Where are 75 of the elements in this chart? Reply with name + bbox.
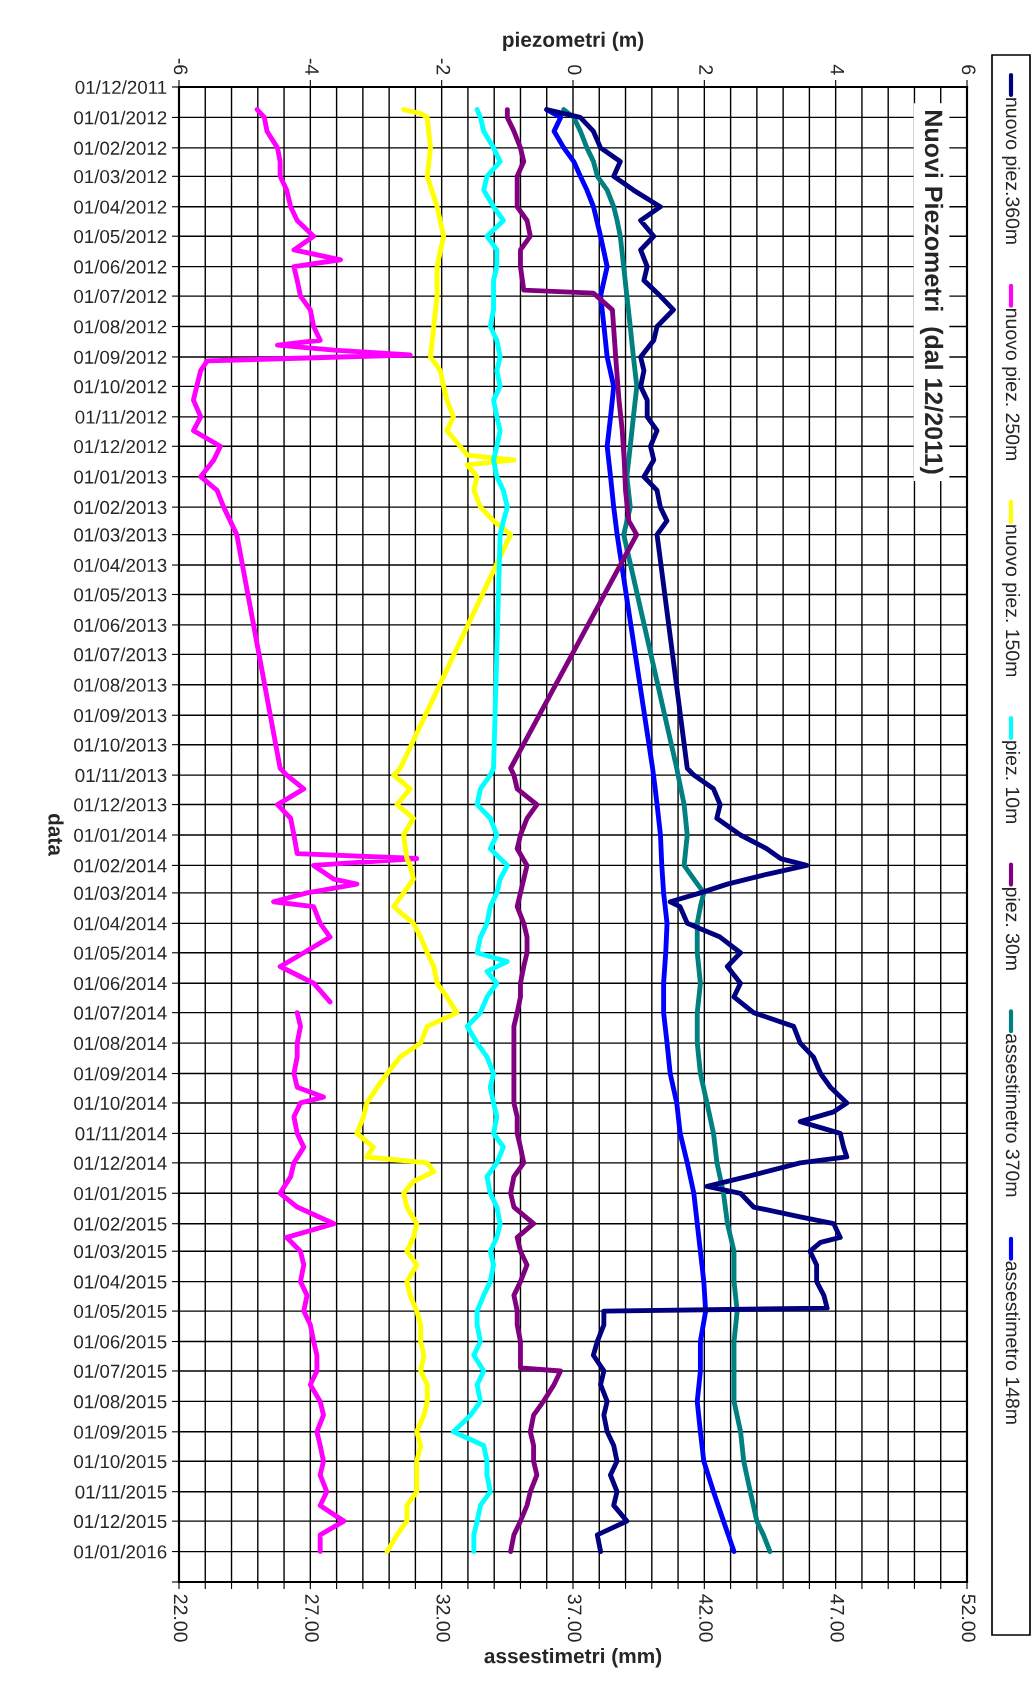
x2-tick-label: 6 [961,65,976,75]
y-tick-label: 01/07/2015 [74,1364,167,1378]
y-tick-label: 01/03/2015 [74,1244,167,1259]
y-axis-title: data [48,813,64,857]
y-tick-label: 01/10/2013 [74,737,167,752]
x-tick-label: 32.00 [436,1594,451,1642]
y-tick-label: 01/02/2015 [74,1216,167,1231]
y-tick-label: 01/05/2013 [74,587,167,602]
y-tick-label: 01/05/2015 [74,1304,167,1319]
legend-label: assestimetro 148m [1005,1261,1021,1424]
y-tick-label: 01/08/2015 [74,1394,167,1409]
y-tick-label: 01/01/2014 [74,828,167,842]
x2-tick-label: -6 [173,58,188,75]
x-axis-title: assestimetri (mm) [484,1648,662,1668]
y-tick-label: 01/02/2014 [74,858,167,873]
y-tick-label: 01/12/2011 [75,80,167,94]
y-tick-label: 01/03/2012 [74,169,167,184]
legend-label: assestimetro 370m [1005,1034,1021,1197]
x2-tick-label: 2 [699,65,713,75]
y-tick-label: 01/08/2013 [74,678,167,692]
y-tick-label: 01/04/2012 [74,199,167,214]
y-tick-label: 01/01/2012 [74,110,167,125]
y-tick-label: 01/06/2015 [74,1334,167,1349]
y-tick-label: 01/10/2012 [74,379,167,394]
y-tick-label: 01/12/2014 [74,1156,167,1170]
y-tick-label: 01/01/2015 [74,1186,167,1201]
legend-label: nuovo piez. 250m [1001,309,1021,460]
y-tick-label: 01/10/2014 [74,1096,167,1110]
y-tick-label: 01/12/2015 [74,1514,167,1529]
text: Nuovi Piezometri (dal 12/2011) [919,111,944,474]
y-tick-label: 01/02/2013 [74,500,167,515]
y-tick-label: 01/12/2013 [74,797,167,812]
y-tick-label: 01/07/2012 [74,289,167,304]
legend-label: nuovo piez. 150m [1001,525,1021,677]
y-tick-label: 01/04/2015 [74,1274,167,1289]
y-tick-label: 01/04/2014 [74,916,167,931]
legend-label: piez. 10m [1001,741,1021,824]
y-tick-label: 01/01/2013 [74,469,167,484]
y-tick-label: 01/11/2012 [75,410,167,424]
y-tick-label: 01/06/2013 [74,618,167,632]
x-tick-label: 42.00 [699,1594,713,1642]
legend-label: nuovo piez.360m [1001,98,1021,244]
y-tick-label: 01/09/2013 [74,708,167,723]
y-tick-label: 01/01/2016 [74,1544,167,1559]
y-tick-label: 01/07/2013 [74,647,167,662]
y-tick-label: 01/07/2014 [74,1005,167,1020]
y-tick-label: 01/04/2013 [74,558,167,573]
y-tick-label: 01/11/2014 [75,1126,167,1141]
y-tick-label: 01/02/2012 [74,141,167,155]
x2-tick-label: -2 [436,58,451,75]
y-tick-label: 01/05/2014 [74,945,167,960]
legend-label: piez. 30m [1001,887,1021,970]
y-tick-label: 01/08/2014 [74,1036,167,1051]
x2-tick-label: 4 [830,64,845,75]
y-tick-label: 01/06/2014 [74,976,167,991]
x2-tick-label: -4 [305,58,319,75]
x-tick-label: 22.00 [173,1594,188,1642]
y-tick-label: 01/08/2012 [74,319,167,334]
y-tick-label: 01/10/2015 [74,1454,167,1469]
y-tick-label: 01/05/2012 [74,229,167,244]
y-tick-label: 01/09/2015 [74,1425,167,1439]
x-tick-label: 52.00 [961,1594,976,1642]
x-tick-label: 37.00 [567,1594,582,1642]
y-tick-label: 01/03/2014 [74,886,167,900]
y-tick-label: 01/09/2014 [74,1066,167,1081]
x-tick-label: 27.00 [305,1594,319,1642]
x2-tick-label: 0 [567,65,582,75]
y-tick-label: 01/11/2015 [75,1484,167,1499]
y-tick-label: 01/12/2012 [74,439,167,454]
y-tick-label: 01/03/2013 [74,527,167,542]
x-tick-label: 47.00 [830,1594,845,1642]
x2-axis-title: piezometri (m) [503,31,644,52]
y-tick-label: 01/11/2013 [75,768,167,783]
y-tick-label: 01/09/2012 [74,350,167,364]
y-tick-label: 01/06/2012 [74,259,167,274]
